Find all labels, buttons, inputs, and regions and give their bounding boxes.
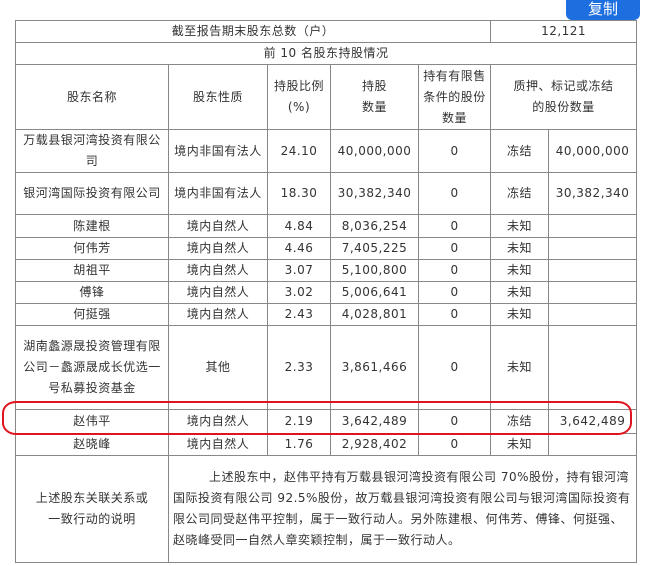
table-row: 胡祖平 境内自然人 3.07 5,100,800 0 未知 [15, 259, 638, 282]
cell-pledged [548, 237, 638, 260]
cell-name: 赵伟平 [15, 409, 169, 434]
table-row: 银河湾国际投资有限公司 境内非国有法人 18.30 30,382,340 0 冻结 30,3… [15, 172, 638, 215]
cell-restricted: 0 [417, 303, 492, 326]
cell-ratio: 4.46 [267, 237, 331, 260]
cell-pledged [548, 214, 638, 238]
cell-type: 境内非国有法人 [168, 129, 268, 173]
table-row: 万载县银河湾投资有限公司 境内非国有法人 24.10 40,000,000 0 冻结 40,… [15, 129, 638, 173]
cell-type: 境内自然人 [168, 433, 268, 456]
cell-restricted: 0 [417, 172, 492, 215]
note-text: 上述股东中，赵伟平持有万载县银河湾投资有限公司 70%股份，持有银河湾国际投资有… [167, 455, 638, 563]
cell-type: 境内自然人 [168, 237, 268, 260]
note-label: 上述股东关联关系或一致行动的说明 [15, 455, 169, 563]
cell-shares: 4,028,801 [330, 303, 419, 326]
cell-ratio: 4.84 [267, 214, 331, 238]
cell-ratio: 2.33 [267, 325, 331, 410]
cell-type: 境内非国有法人 [168, 172, 268, 215]
header-type: 股东性质 [168, 64, 268, 130]
header-restricted: 持有有限售条件的股份数量 [417, 64, 492, 130]
summary-label: 截至报告期末股东总数（户） [14, 20, 492, 43]
cell-pledged: 40,000,000 [548, 129, 638, 173]
cell-name: 银河湾国际投资有限公司 [15, 172, 169, 215]
cell-name: 赵晓峰 [15, 433, 169, 456]
cell-pledged [548, 433, 638, 456]
cell-shares: 30,382,340 [330, 172, 419, 215]
cell-shares: 5,006,641 [330, 281, 419, 304]
cell-ratio: 1.76 [267, 433, 331, 456]
cell-name: 傅锋 [15, 281, 169, 304]
cell-ratio: 3.02 [267, 281, 331, 304]
header-pledged: 质押、标记或冻结的股份数量 [490, 64, 638, 130]
header-ratio: 持股比例(%) [267, 64, 331, 130]
cell-type: 境内自然人 [168, 409, 268, 434]
cell-pledged [548, 325, 638, 410]
cell-shares: 8,036,254 [330, 214, 419, 238]
cell-status: 冻结 [490, 129, 550, 173]
cell-status: 未知 [490, 303, 550, 326]
cell-shares: 5,100,800 [330, 259, 419, 282]
cell-status: 未知 [490, 325, 550, 410]
cell-status: 未知 [490, 214, 550, 238]
cell-restricted: 0 [417, 237, 492, 260]
cell-restricted: 0 [417, 325, 492, 410]
shareholder-table: 截至报告期末股东总数（户） 12,121 前 10 名股东持股情况 股东名称 股… [14, 20, 638, 563]
cell-status: 冻结 [490, 172, 550, 215]
cell-shares: 7,405,225 [330, 237, 419, 260]
cell-pledged: 3,642,489 [548, 409, 638, 434]
cell-status: 未知 [490, 237, 550, 260]
cell-ratio: 2.43 [267, 303, 331, 326]
table-row: 赵伟平 境内自然人 2.19 3,642,489 0 冻结 3,642,489 [15, 409, 638, 434]
cell-shares: 2,928,402 [330, 433, 419, 456]
cell-pledged [548, 281, 638, 304]
summary-value: 12,121 [490, 20, 638, 43]
cell-shares: 3,642,489 [330, 409, 419, 434]
header-name: 股东名称 [15, 64, 169, 130]
cell-pledged: 30,382,340 [548, 172, 638, 215]
cell-status: 未知 [490, 281, 550, 304]
cell-restricted: 0 [417, 433, 492, 456]
cell-type: 境内自然人 [168, 259, 268, 282]
table-row: 何挺强 境内自然人 2.43 4,028,801 0 未知 [15, 303, 638, 326]
table-row: 陈建根 境内自然人 4.84 8,036,254 0 未知 [15, 214, 638, 238]
table-row: 何伟芳 境内自然人 4.46 7,405,225 0 未知 [15, 237, 638, 260]
section-title-row: 前 10 名股东持股情况 [14, 42, 638, 65]
cell-shares: 40,000,000 [330, 129, 419, 173]
cell-restricted: 0 [417, 409, 492, 434]
note-row: 上述股东关联关系或一致行动的说明 上述股东中，赵伟平持有万载县银河湾投资有限公司 … [15, 455, 638, 563]
header-row: 股东名称 股东性质 持股比例(%) 持股数量 持有有限售条件的股份数量 质押、标… [15, 64, 638, 130]
cell-type: 境内自然人 [168, 214, 268, 238]
cell-name: 湖南蠡源晟投资管理有限公司－蠡源晟成长优选一号私募投资基金 [15, 325, 169, 410]
cell-name: 陈建根 [15, 214, 169, 238]
section-title: 前 10 名股东持股情况 [14, 42, 638, 65]
cell-type: 境内自然人 [168, 281, 268, 304]
cell-shares: 3,861,466 [330, 325, 419, 410]
cell-status: 未知 [490, 259, 550, 282]
cell-name: 何伟芳 [15, 237, 169, 260]
cell-pledged [548, 303, 638, 326]
cell-restricted: 0 [417, 214, 492, 238]
cell-type: 境内自然人 [168, 303, 268, 326]
table-row: 赵晓峰 境内自然人 1.76 2,928,402 0 未知 [15, 433, 638, 456]
table-row: 傅锋 境内自然人 3.02 5,006,641 0 未知 [15, 281, 638, 304]
cell-type: 其他 [168, 325, 268, 410]
cell-ratio: 24.10 [267, 129, 331, 173]
header-shares: 持股数量 [330, 64, 419, 130]
cell-ratio: 3.07 [267, 259, 331, 282]
summary-row: 截至报告期末股东总数（户） 12,121 [14, 20, 638, 43]
cell-status: 未知 [490, 433, 550, 456]
table-row: 湖南蠡源晟投资管理有限公司－蠡源晟成长优选一号私募投资基金 其他 2.33 3,861… [15, 325, 638, 410]
cell-restricted: 0 [417, 129, 492, 173]
cell-status: 冻结 [490, 409, 550, 434]
cell-name: 胡祖平 [15, 259, 169, 282]
cell-ratio: 2.19 [267, 409, 331, 434]
cell-pledged [548, 259, 638, 282]
cell-restricted: 0 [417, 259, 492, 282]
cell-ratio: 18.30 [267, 172, 331, 215]
cell-name: 何挺强 [15, 303, 169, 326]
cell-restricted: 0 [417, 281, 492, 304]
copy-button[interactable]: 复制 [566, 0, 640, 20]
cell-name: 万载县银河湾投资有限公司 [15, 129, 169, 173]
